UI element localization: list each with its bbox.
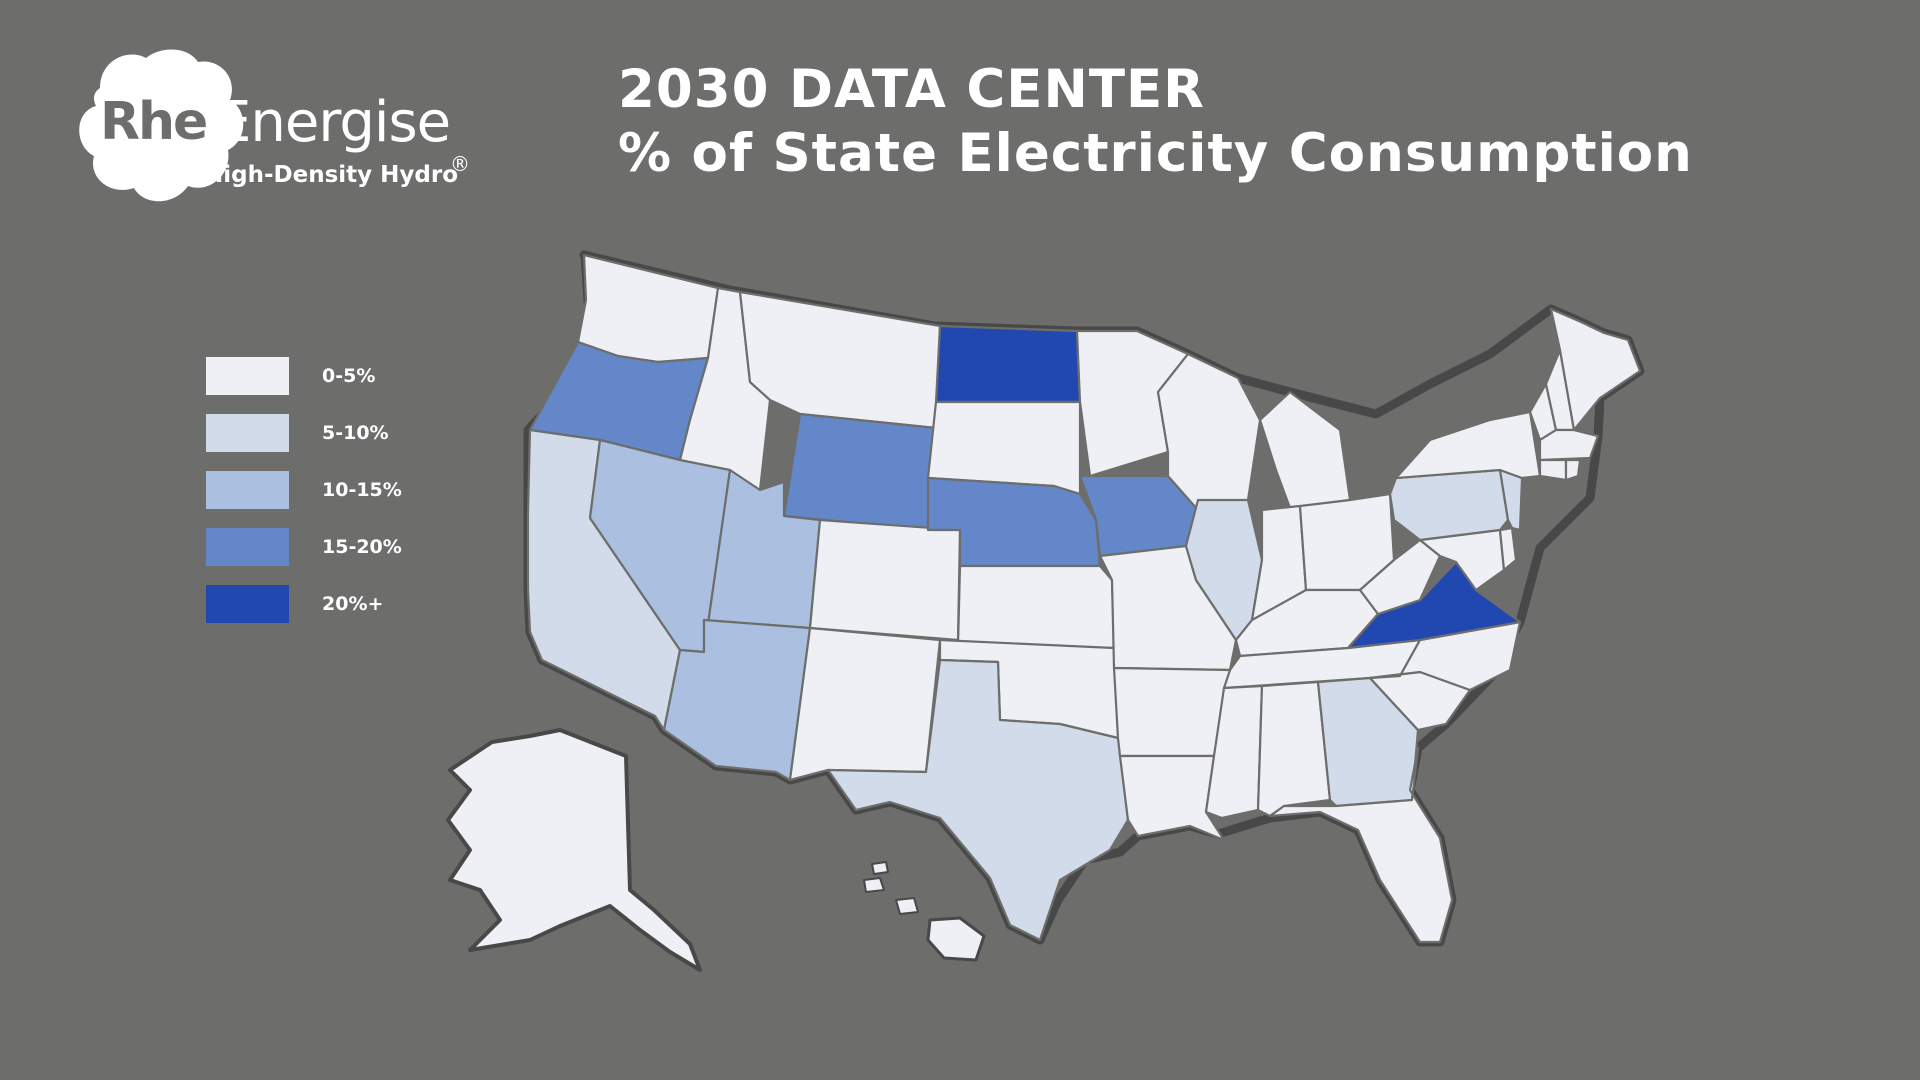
- legend-swatch-0-5: [206, 357, 289, 395]
- legend-item: 10-15%: [206, 471, 446, 528]
- state-new-mexico: [788, 626, 942, 782]
- state-kansas: [956, 564, 1116, 650]
- legend-swatch-15-20: [206, 528, 289, 566]
- legend-label: 15-20%: [322, 536, 402, 558]
- legend-label: 20%+: [322, 593, 384, 615]
- legend-swatch-20-plus: [206, 585, 289, 623]
- state-hawaii: [926, 916, 986, 962]
- hawaii-island-maui: [895, 897, 919, 915]
- logo-graphic: [79, 49, 244, 202]
- state-wyoming: [782, 412, 938, 532]
- logo-brand-rhe: Rhe: [100, 92, 208, 152]
- legend-label: 5-10%: [322, 422, 389, 444]
- state-arkansas: [1112, 666, 1232, 758]
- legend-swatch-5-10: [206, 414, 289, 452]
- title-line-2: % of State Electricity Consumption: [618, 123, 1693, 184]
- state-maine: [1549, 307, 1642, 432]
- state-new-york: [1394, 410, 1542, 480]
- legend-item: 20%+: [206, 585, 446, 642]
- legend-swatch-10-15: [206, 471, 289, 509]
- legend-label: 0-5%: [322, 365, 376, 387]
- state-texas: [826, 658, 1130, 942]
- state-washington: [576, 253, 720, 364]
- title-line-1: 2030 DATA CENTER: [618, 59, 1205, 120]
- logo-registered-mark: ®: [450, 152, 470, 176]
- state-rhode-island: [1564, 458, 1582, 482]
- legend-item: 5-10%: [206, 414, 446, 471]
- state-connecticut: [1538, 458, 1568, 482]
- legend-label: 10-15%: [322, 479, 402, 501]
- state-colorado: [808, 518, 962, 642]
- map-legend: 0-5% 5-10% 10-15% 15-20% 20%+: [206, 357, 446, 642]
- state-north-dakota: [934, 324, 1082, 404]
- legend-item: 0-5%: [206, 357, 446, 414]
- map-title: 2030 DATA CENTER % of State Electricity …: [618, 58, 1718, 186]
- rhe-energise-logo: Rhe Energise High-Density Hydro ®: [70, 48, 490, 208]
- hawaii-island-oahu: [863, 877, 885, 893]
- state-pennsylvania: [1388, 468, 1510, 542]
- logo-brand-energise: Energise: [216, 90, 451, 155]
- state-massachusetts: [1538, 428, 1600, 462]
- hawaii-island-kauai: [871, 861, 889, 875]
- logo-tagline: High-Density Hydro: [204, 162, 458, 188]
- state-michigan: [1258, 390, 1352, 510]
- state-alaska: [446, 728, 702, 972]
- state-delaware: [1498, 526, 1518, 572]
- logo-cloud-shape: [79, 49, 244, 202]
- state-florida: [1268, 746, 1454, 944]
- legend-item: 15-20%: [206, 528, 446, 585]
